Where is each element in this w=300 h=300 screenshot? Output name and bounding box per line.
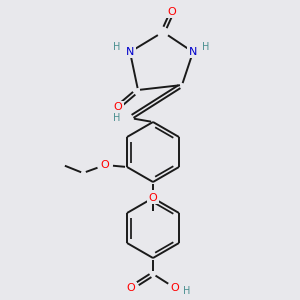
Text: O: O — [171, 283, 179, 293]
Text: N: N — [189, 47, 197, 57]
Text: O: O — [148, 193, 158, 203]
Text: O: O — [168, 7, 176, 17]
Text: N: N — [126, 47, 134, 57]
Text: H: H — [113, 42, 121, 52]
Text: H: H — [183, 286, 191, 296]
Text: H: H — [113, 113, 121, 123]
Text: O: O — [100, 160, 109, 170]
Text: H: H — [202, 42, 210, 52]
Text: O: O — [127, 283, 135, 293]
Text: O: O — [114, 102, 122, 112]
